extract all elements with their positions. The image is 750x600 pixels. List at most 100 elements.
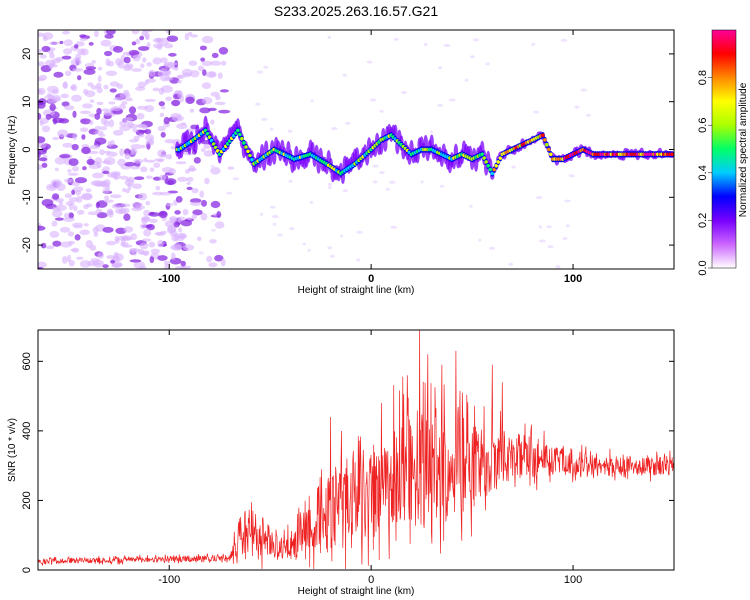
noise-speck (167, 62, 178, 66)
noise-speck (200, 212, 208, 221)
noise-speck (139, 35, 145, 41)
noise-speck (108, 119, 115, 128)
snr-x-ticks: -100 0 100 (158, 330, 582, 586)
x-tick-label: -100 (158, 574, 180, 586)
noise-speck (271, 215, 279, 218)
noise-speck (94, 130, 104, 135)
ridge-core (244, 145, 248, 149)
noise-speck (189, 34, 199, 38)
noise-speck (83, 88, 89, 95)
noise-speck (110, 139, 115, 146)
noise-speck (197, 236, 202, 242)
noise-speck (40, 65, 52, 73)
noise-speck (157, 239, 164, 248)
noise-speck (106, 208, 114, 216)
noise-speck (165, 96, 173, 102)
noise-speck (44, 59, 56, 67)
noise-speck (126, 176, 135, 183)
noise-speck (199, 45, 207, 51)
noise-speck (152, 87, 160, 92)
ridge-core (670, 152, 674, 157)
noise-speck (157, 71, 165, 77)
noise-speck (65, 201, 75, 206)
noise-speck (177, 79, 182, 84)
noise-speck (508, 262, 514, 266)
noise-speck (144, 98, 156, 102)
noise-speck (80, 193, 93, 200)
noise-speck (574, 105, 580, 109)
noise-speck (94, 137, 107, 145)
noise-speck (133, 135, 140, 141)
noise-speck (133, 158, 144, 164)
noise-speck (39, 117, 49, 124)
noise-speck (115, 58, 123, 66)
noise-speck (62, 82, 68, 89)
noise-speck (38, 149, 47, 155)
noise-speck (59, 40, 64, 45)
noise-speck (438, 66, 443, 70)
noise-speck (218, 109, 231, 114)
ridge-core (492, 167, 497, 172)
noise-speck (533, 110, 539, 114)
noise-speck (370, 98, 377, 102)
noise-speck (41, 162, 48, 168)
noise-speck (125, 188, 130, 194)
snr-y-axis-label: SNR (10 * v/v) (7, 418, 18, 482)
noise-speck (101, 160, 111, 165)
noise-speck (200, 148, 206, 152)
noise-speck (163, 69, 172, 76)
noise-speck (45, 245, 55, 250)
y-tick-label: -20 (21, 237, 33, 253)
noise-speck (536, 196, 543, 200)
noise-speck (138, 46, 150, 51)
ridge-core (547, 147, 551, 152)
noise-speck (38, 74, 48, 81)
noise-speck (138, 133, 145, 138)
noise-speck (67, 169, 72, 173)
noise-speck (289, 227, 295, 231)
noise-speck (72, 110, 77, 118)
noise-speck (63, 39, 73, 47)
noise-speck (106, 151, 118, 157)
noise-speck (61, 55, 72, 60)
noise-speck (160, 57, 168, 63)
noise-speck (119, 120, 130, 127)
noise-speck (261, 117, 268, 121)
spectrogram-marks (38, 30, 674, 269)
noise-speck (120, 203, 131, 208)
noise-speck (87, 211, 100, 216)
noise-speck (51, 220, 58, 227)
noise-speck (89, 99, 95, 103)
noise-speck (202, 69, 207, 76)
snr-y-ticks: 0 200 400 600 (21, 352, 674, 573)
colorbar-label: Normalized spectral amplitude (738, 82, 749, 217)
snr-marks (38, 330, 674, 570)
noise-speck (263, 65, 269, 69)
noise-speck (118, 208, 123, 214)
noise-speck (54, 217, 65, 221)
noise-speck (131, 68, 142, 72)
noise-speck (38, 164, 43, 171)
y-tick-label: 0 (21, 146, 33, 152)
noise-speck (385, 187, 390, 191)
noise-speck (124, 153, 131, 160)
snr-frame (37, 329, 675, 571)
noise-speck (81, 134, 86, 140)
noise-speck (209, 239, 217, 244)
noise-speck (62, 30, 70, 35)
ridge-core (486, 164, 491, 168)
noise-speck (60, 93, 69, 99)
noise-speck (302, 242, 306, 246)
noise-speck (547, 245, 554, 249)
noise-speck (342, 189, 348, 193)
noise-speck (216, 211, 222, 218)
noise-speck (85, 203, 93, 208)
noise-speck (85, 188, 92, 193)
noise-speck (70, 248, 78, 252)
noise-speck (75, 53, 82, 61)
noise-speck (49, 103, 56, 112)
noise-speck (128, 106, 137, 115)
noise-speck (187, 167, 197, 172)
noise-speck (85, 240, 94, 248)
